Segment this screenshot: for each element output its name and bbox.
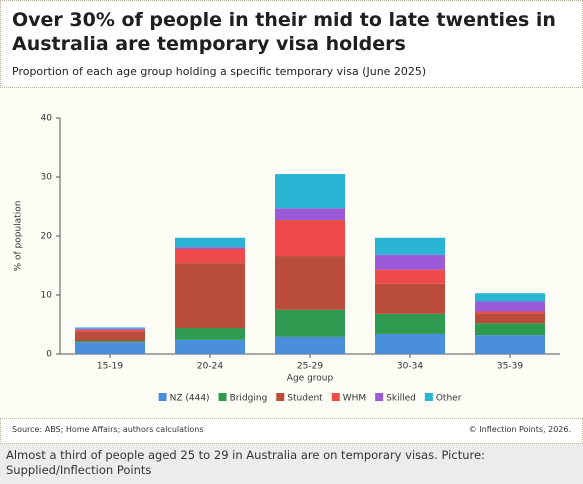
- bar-segment: [375, 313, 445, 334]
- chart-subtitle: Proportion of each age group holding a s…: [12, 65, 427, 78]
- legend-swatch: [158, 393, 167, 401]
- bar-segment: [75, 329, 145, 332]
- legend-label: Bridging: [230, 394, 268, 404]
- legend-swatch: [424, 393, 433, 401]
- y-tick-label: 40: [41, 114, 53, 124]
- bar-segment: [375, 269, 445, 284]
- bar-segment: [75, 328, 145, 330]
- legend-swatch: [331, 393, 340, 401]
- x-axis-label: Age group: [287, 374, 334, 384]
- legend-label: WHM: [343, 394, 366, 404]
- bar-segment: [75, 342, 145, 354]
- bar-segment: [175, 328, 245, 340]
- bar-segment: [275, 309, 345, 337]
- credit: © Inflection Points, 2026.: [468, 425, 571, 434]
- chart: 0 10 20 30 40 % of population Age group 15-19 20…: [14, 114, 560, 404]
- bar-segment: [275, 336, 345, 354]
- y-tick-label: 0: [46, 350, 52, 360]
- x-tick-label: 35-39: [497, 362, 523, 372]
- bar-segment: [75, 331, 145, 342]
- x-tick-label: 25-29: [297, 362, 323, 372]
- bar-segment: [375, 283, 445, 314]
- bar-segment: [175, 339, 245, 354]
- bar-segment: [475, 335, 545, 354]
- bar-segment: [175, 247, 245, 249]
- legend-swatch: [218, 393, 227, 401]
- y-axis-label: % of population: [14, 201, 24, 272]
- caption: Almost a third of people aged 25 to 29 i…: [0, 444, 583, 484]
- bar-segment: [275, 208, 345, 221]
- x-tick-label: 30-34: [397, 362, 423, 372]
- bar-segment: [375, 237, 445, 255]
- bar-segment: [475, 311, 545, 314]
- x-tick-label: 15-19: [97, 362, 123, 372]
- source: Source: ABS; Home Affairs; authors calcu…: [12, 425, 204, 434]
- y-tick-label: 30: [41, 173, 53, 183]
- y-tick-label: 20: [41, 232, 53, 242]
- legend-swatch: [375, 393, 384, 401]
- x-tick-label: 20-24: [197, 362, 223, 372]
- bar-segment: [75, 327, 145, 329]
- bar-segment: [175, 248, 245, 264]
- legend-label: Other: [436, 394, 462, 404]
- bar-segment: [275, 220, 345, 257]
- legend-label: NZ (444): [170, 394, 210, 404]
- bar-segment: [175, 263, 245, 329]
- bar-segment: [475, 293, 545, 302]
- bar-segment: [75, 341, 145, 343]
- legend-label: Skilled: [386, 394, 416, 404]
- bar-segment: [375, 333, 445, 354]
- bar-segment: [175, 237, 245, 248]
- chart-title: Over 30% of people in their mid to late …: [12, 9, 556, 55]
- bar-segment: [475, 313, 545, 324]
- bar-segment: [375, 254, 445, 270]
- bar-segment: [475, 323, 545, 336]
- bar-segment: [275, 256, 345, 310]
- bar-segment: [475, 301, 545, 312]
- legend-label: Student: [287, 394, 323, 404]
- bar-segment: [275, 174, 345, 209]
- y-tick-label: 10: [41, 291, 53, 301]
- legend-swatch: [276, 393, 285, 401]
